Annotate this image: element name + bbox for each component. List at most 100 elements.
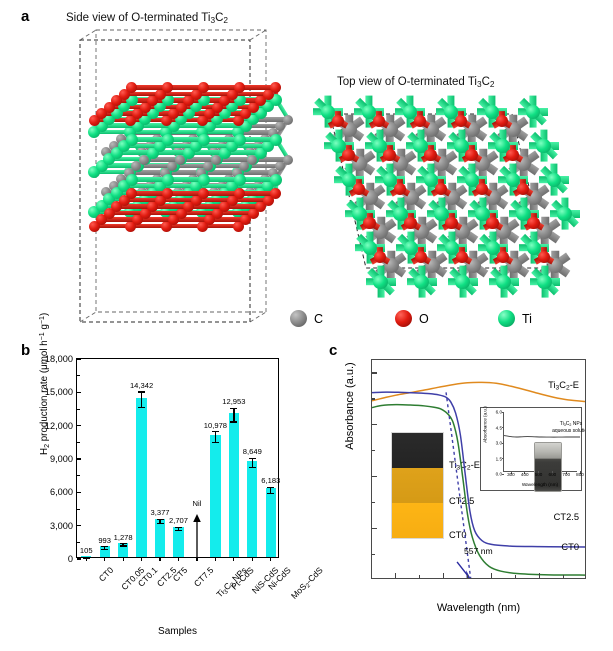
atomic-bond <box>200 170 237 175</box>
error-bar-cap <box>175 526 182 528</box>
oxygen-atom <box>475 182 489 196</box>
oxygen-atom <box>372 114 386 128</box>
oxygen-atom <box>445 216 458 230</box>
oxygen-atom <box>198 188 209 199</box>
oxygen-atom <box>363 216 376 230</box>
oxygen-atom <box>190 88 202 100</box>
atomic-bond <box>232 183 268 189</box>
titanium-atom-icon <box>498 310 515 327</box>
x-tick <box>159 557 161 561</box>
y-tick-label-12000: 12,000 <box>44 420 73 431</box>
atomic-bond <box>172 163 209 169</box>
panel-a-legend: C O Ti <box>290 307 600 333</box>
c-x-tick-minor <box>419 575 421 578</box>
carbon-atom <box>282 114 293 125</box>
oxygen-atom <box>204 214 215 225</box>
inset-x-tick <box>565 471 567 474</box>
top-view-lattice <box>300 80 580 300</box>
oxygen-atom <box>496 250 510 264</box>
legend-item-carbon: C <box>290 310 323 327</box>
inset-y-tick <box>501 442 504 444</box>
oxygen-atom <box>226 88 238 100</box>
atomic-bond <box>224 150 261 155</box>
atomic-bond <box>124 143 160 149</box>
x-tick <box>122 557 124 561</box>
oxygen-atom <box>160 220 172 232</box>
atomic-bond <box>196 183 232 189</box>
atomic-bond <box>145 210 181 216</box>
panel-a-letter: a <box>21 8 30 25</box>
panel-b-h2-production-bar-chart: b H2 production rate (μmol h−1 g−1) 0 3,0… <box>0 313 325 651</box>
bar-value-label-ct0-05: 993 <box>98 535 112 545</box>
panel-c-plot-area: Ti3C2-E CT2.5 CT0 557 nm Ti3C2-E CT2.5 C… <box>371 359 586 579</box>
carbon-atom <box>159 167 170 178</box>
inset-x-tick-label-600: 600 <box>548 472 557 477</box>
oxygen-atom <box>211 101 223 113</box>
c-y-tick <box>372 372 377 374</box>
oxygen-atom <box>527 216 540 230</box>
atomic-bond <box>164 170 201 175</box>
y-tick-label-9000: 9,000 <box>50 454 73 464</box>
bar-nis-cds <box>228 413 240 557</box>
oxygen-atom <box>413 114 427 128</box>
atomic-bond <box>239 177 276 182</box>
titanium-atom <box>464 172 480 188</box>
oxygen-atom <box>132 214 143 225</box>
inset-y-axis-title: Absorbance (a.u.) <box>482 406 488 443</box>
titanium-atom <box>413 138 428 154</box>
atomic-bond <box>209 123 246 128</box>
bar-ct2-5 <box>136 397 147 557</box>
oxygen-atom <box>139 207 151 219</box>
atomic-bond <box>239 191 276 196</box>
bar-value-label-nis-cds: 12,953 <box>222 397 246 407</box>
titanium-atom <box>125 173 138 186</box>
error-bar-cap <box>175 529 182 532</box>
atomic-bond <box>380 278 396 286</box>
oxygen-atom <box>232 114 244 126</box>
inset-y-tick-label-6.0: 6.0 <box>495 409 502 415</box>
curve-label-ct2-5: CT2.5 <box>553 512 579 522</box>
oxygen-atom <box>160 114 172 126</box>
x-tick <box>177 557 180 561</box>
photo-strip-segment-ct0 <box>392 503 443 538</box>
atomic-bond <box>160 91 196 97</box>
inset-y-tick-label-1.5: 1.5 <box>495 456 502 461</box>
carbon-atom <box>239 161 250 171</box>
oxygen-atom <box>168 108 179 119</box>
y-tick-minor <box>77 408 80 410</box>
atomic-bond <box>251 117 288 122</box>
oxygen-atom <box>103 101 115 113</box>
atomic-bond <box>137 217 174 222</box>
carbon-atom <box>231 167 242 178</box>
atomic-bond <box>232 143 268 149</box>
y-tick-minor <box>77 541 80 543</box>
carbon-atom <box>174 154 185 165</box>
x-axis-label-ct7-5: CT7.5 <box>191 565 215 589</box>
carbon-atom <box>267 167 278 178</box>
oxygen-atom <box>162 82 173 93</box>
atomic-bond <box>131 177 168 182</box>
y-tick-label-18000: 18,000 <box>44 354 73 364</box>
inset-x-tick-label-500: 500 <box>534 472 543 477</box>
carbon-atom <box>246 154 257 165</box>
error-bar <box>251 458 253 468</box>
y-tick-minor <box>77 475 80 477</box>
inset-x-tick-label-700: 700 <box>562 472 571 477</box>
inset-y-tick <box>501 411 504 413</box>
bar-pt-cds <box>210 435 221 557</box>
atomic-bond <box>239 85 276 90</box>
y-tick-label-6000: 6,000 <box>50 487 73 498</box>
oxygen-atom <box>175 207 187 219</box>
oxygen-atom <box>126 188 137 199</box>
titanium-atom <box>484 104 500 120</box>
error-bar-cap <box>230 421 238 423</box>
oxygen-atom <box>111 201 122 212</box>
bar-value-label-mos2-cds: 6,183 <box>261 476 281 486</box>
carbon-atom <box>210 154 221 165</box>
carbon-atom <box>108 140 119 151</box>
inset-x-tick <box>551 471 553 474</box>
atomic-bond <box>152 150 189 155</box>
atomic-bond <box>131 85 168 90</box>
atomic-bond <box>101 123 138 128</box>
atomic-bond <box>203 191 240 196</box>
